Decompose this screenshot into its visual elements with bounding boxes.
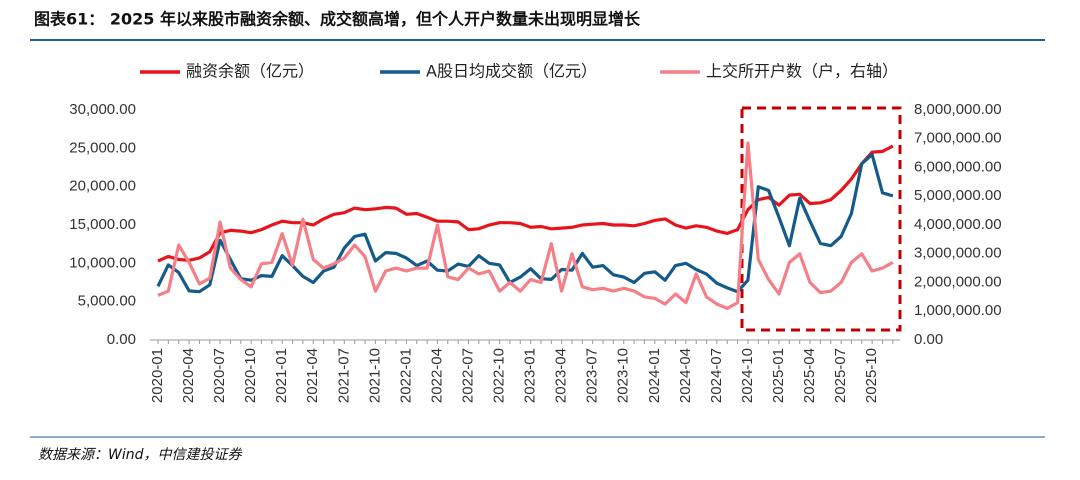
y2-tick-label: 1,000,000.00 bbox=[914, 302, 1002, 319]
x-tick-label: 2022-07 bbox=[459, 348, 476, 403]
x-tick-label: 2024-01 bbox=[646, 348, 663, 403]
x-tick-label: 2021-07 bbox=[335, 348, 352, 403]
y2-tick-label: 3,000,000.00 bbox=[914, 245, 1002, 262]
x-tick-label: 2023-01 bbox=[522, 348, 539, 403]
series-line bbox=[157, 141, 894, 310]
x-tick-label: 2021-01 bbox=[273, 348, 290, 403]
y2-tick-label: 4,000,000.00 bbox=[914, 216, 1002, 233]
y2-tick-label: 7,000,000.00 bbox=[914, 130, 1002, 147]
x-tick-label: 2023-10 bbox=[615, 348, 632, 403]
y-tick-label: 15,000.00 bbox=[69, 216, 136, 233]
y2-tick-label: 2,000,000.00 bbox=[914, 273, 1002, 290]
y-tick-label: 10,000.00 bbox=[69, 254, 136, 271]
legend-label: 上交所开户数（户，右轴） bbox=[706, 62, 898, 81]
highlight-box bbox=[740, 106, 902, 332]
x-tick-label: 2020-01 bbox=[149, 348, 166, 403]
x-tick-label: 2021-10 bbox=[366, 348, 383, 403]
y-tick-label: 30,000.00 bbox=[69, 101, 136, 118]
x-tick-label: 2020-10 bbox=[242, 348, 259, 403]
legend-label: A股日均成交额（亿元） bbox=[426, 62, 597, 81]
x-tick-label: 2022-01 bbox=[397, 348, 414, 403]
y-tick-label: 20,000.00 bbox=[69, 178, 136, 195]
x-tick-label: 2025-07 bbox=[832, 348, 849, 403]
x-tick-label: 2024-04 bbox=[677, 348, 694, 403]
y2-tick-label: 0.00 bbox=[914, 331, 943, 348]
legend-label: 融资余额（亿元） bbox=[186, 62, 314, 81]
x-tick-label: 2023-04 bbox=[553, 348, 570, 403]
x-tick-label: 2025-01 bbox=[770, 348, 787, 403]
x-tick-label: 2025-10 bbox=[863, 348, 880, 403]
x-tick-label: 2024-07 bbox=[708, 348, 725, 403]
x-tick-label: 2022-10 bbox=[491, 348, 508, 403]
y-tick-label: 5,000.00 bbox=[78, 293, 136, 310]
y-tick-label: 25,000.00 bbox=[69, 139, 136, 156]
series-line bbox=[157, 144, 894, 263]
x-tick-label: 2020-07 bbox=[211, 348, 228, 403]
x-tick-label: 2020-04 bbox=[180, 348, 197, 403]
x-tick-label: 2025-04 bbox=[801, 348, 818, 403]
x-tick-label: 2022-04 bbox=[428, 348, 445, 403]
y-tick-label: 0.00 bbox=[107, 331, 136, 348]
x-tick-label: 2021-04 bbox=[304, 348, 321, 403]
x-tick-label: 2024-10 bbox=[739, 348, 756, 403]
series-line bbox=[156, 152, 894, 294]
y2-tick-label: 6,000,000.00 bbox=[914, 158, 1002, 175]
x-tick-label: 2023-07 bbox=[584, 348, 601, 403]
chart-title: 图表61： 2025 年以来股市融资余额、成交额高增，但个人开户数量未出现明显增… bbox=[34, 10, 641, 29]
y2-tick-label: 8,000,000.00 bbox=[914, 101, 1002, 118]
y2-tick-label: 5,000,000.00 bbox=[914, 187, 1002, 204]
source: 数据来源：Wind，中信建投证券 bbox=[38, 447, 242, 463]
